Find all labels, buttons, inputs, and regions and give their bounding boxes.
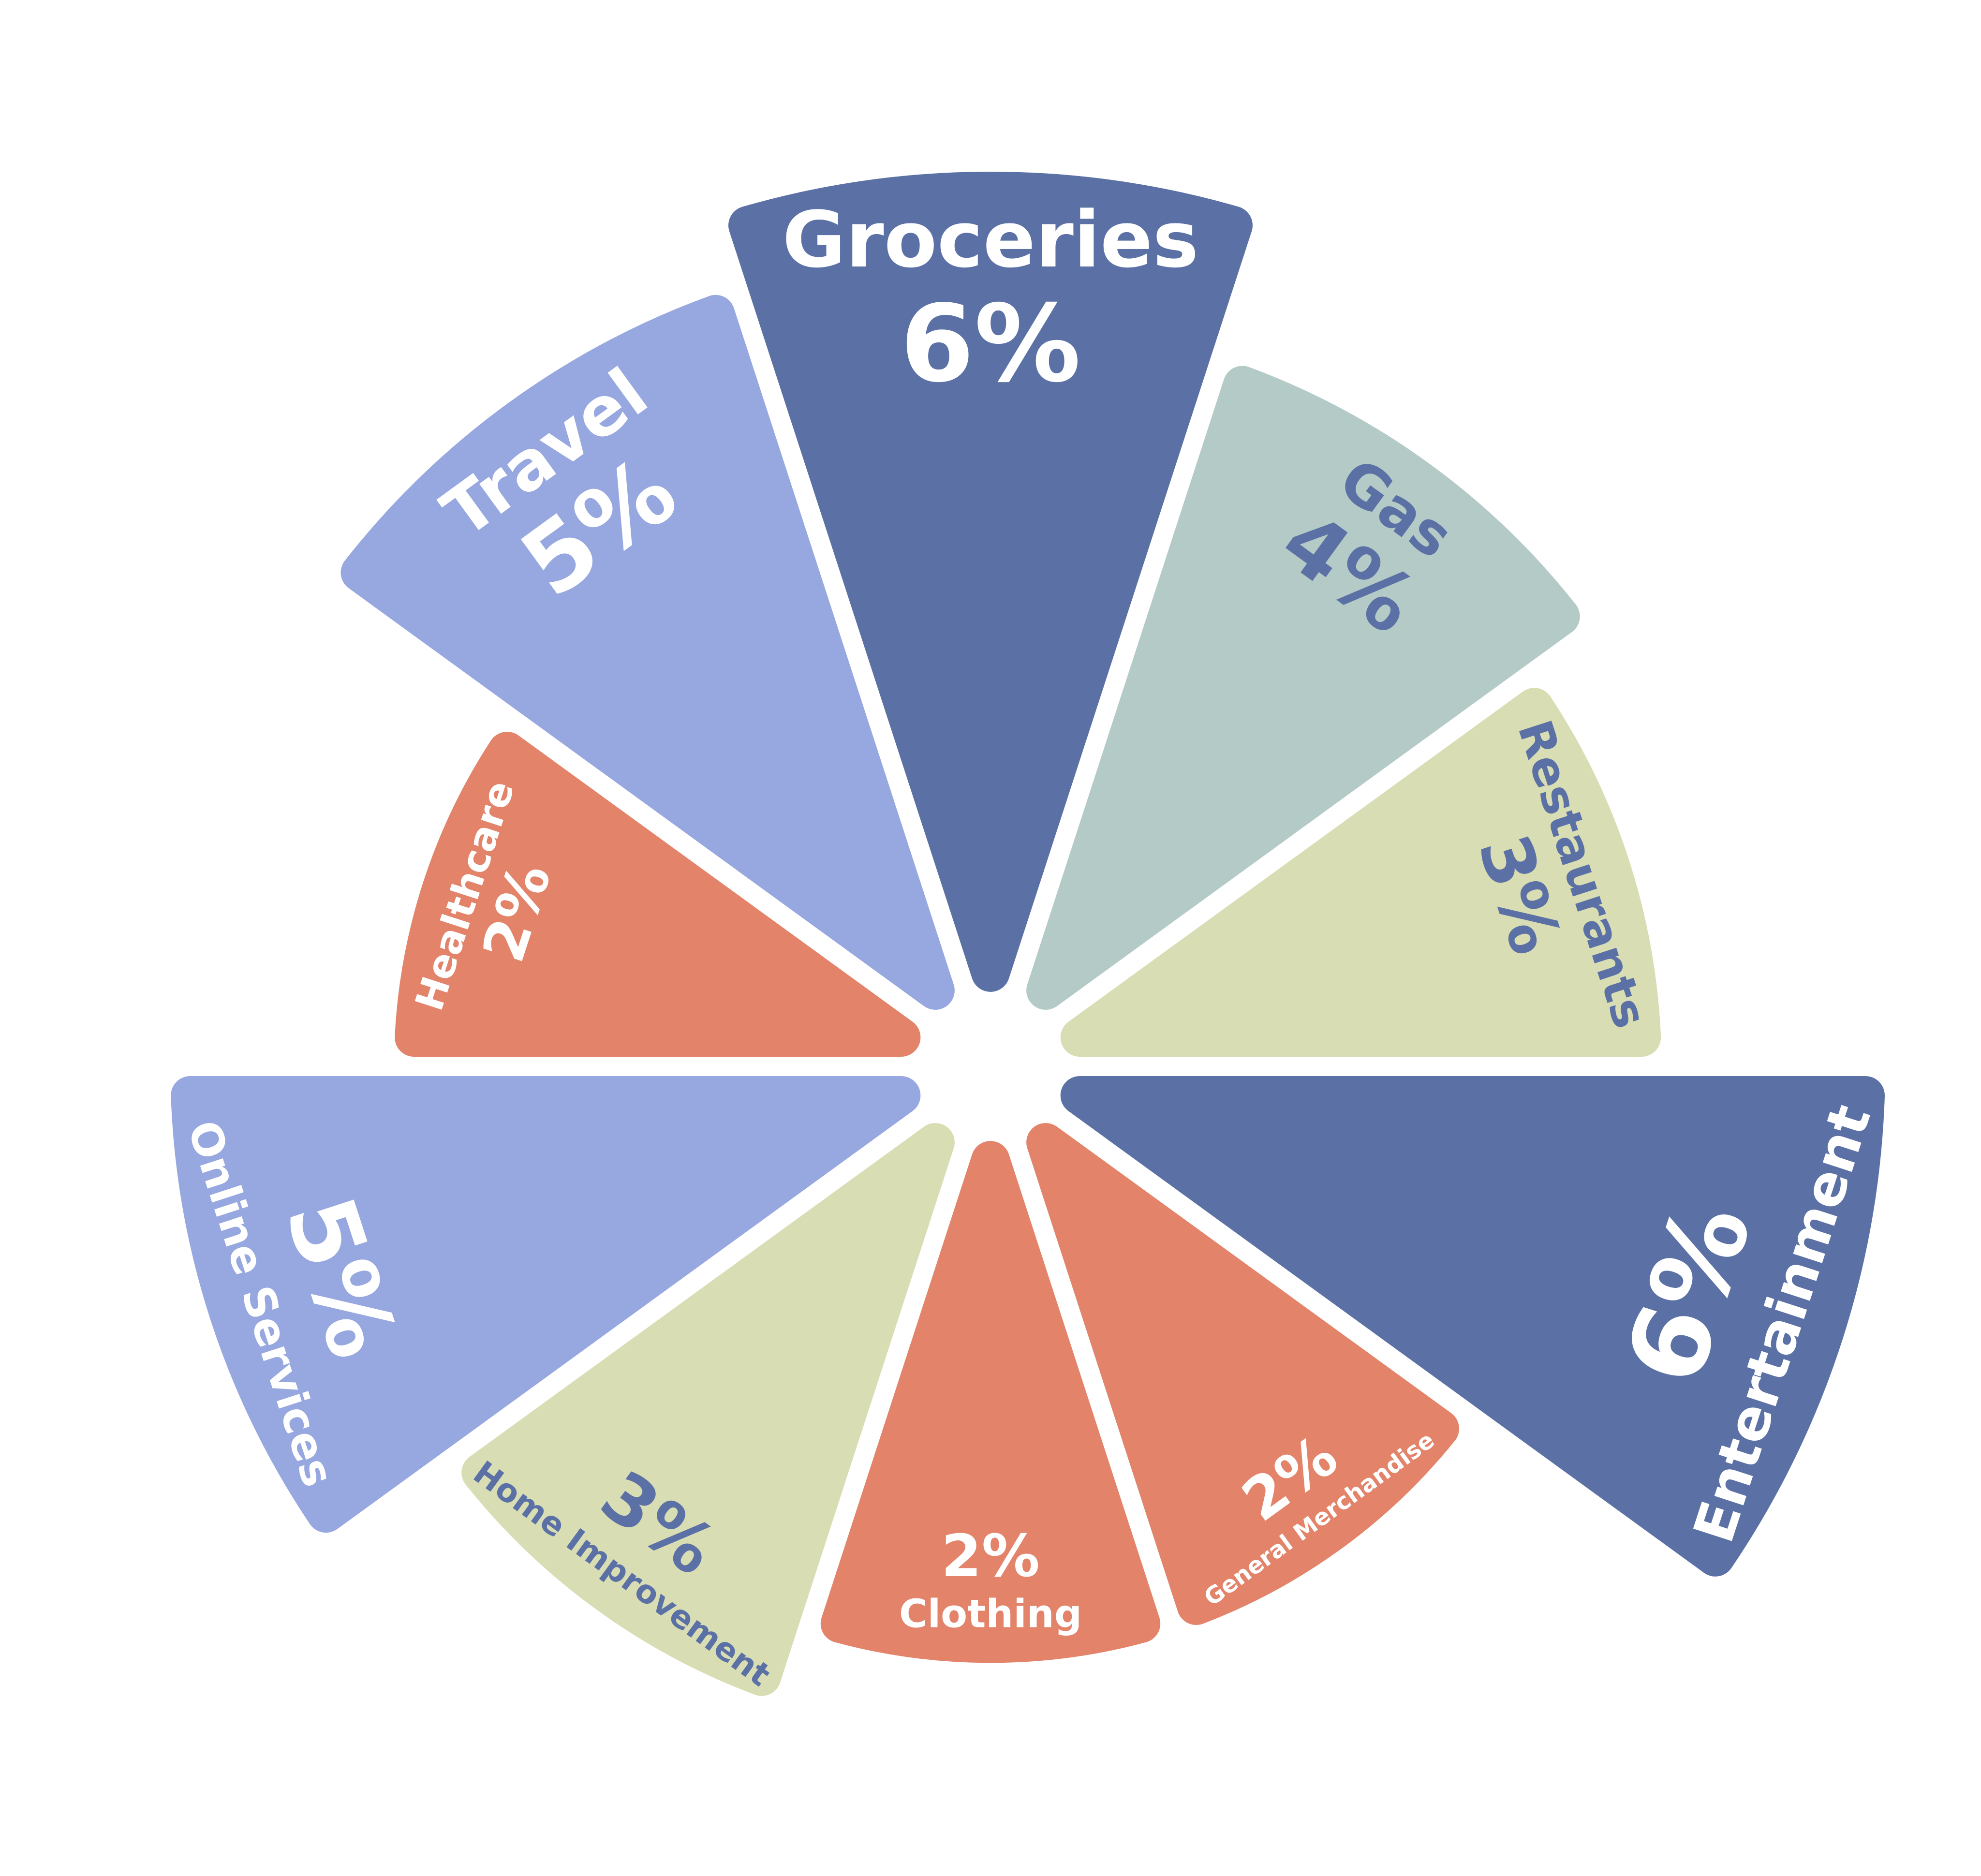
wedge <box>728 172 1253 992</box>
value-label: 2% <box>941 1523 1040 1590</box>
value-label: 6% <box>900 282 1081 406</box>
category-label: Clothing <box>899 1591 1082 1636</box>
wedge <box>1060 688 1661 1057</box>
wedge <box>820 1141 1161 1663</box>
wedge <box>395 732 921 1057</box>
wedge <box>461 1123 955 1696</box>
wedge <box>171 1076 921 1533</box>
wedge <box>1026 1123 1459 1625</box>
wedge <box>1060 1076 1885 1577</box>
category-label: Groceries <box>782 194 1198 285</box>
wedge <box>1026 366 1580 1010</box>
wedge <box>340 295 955 1010</box>
